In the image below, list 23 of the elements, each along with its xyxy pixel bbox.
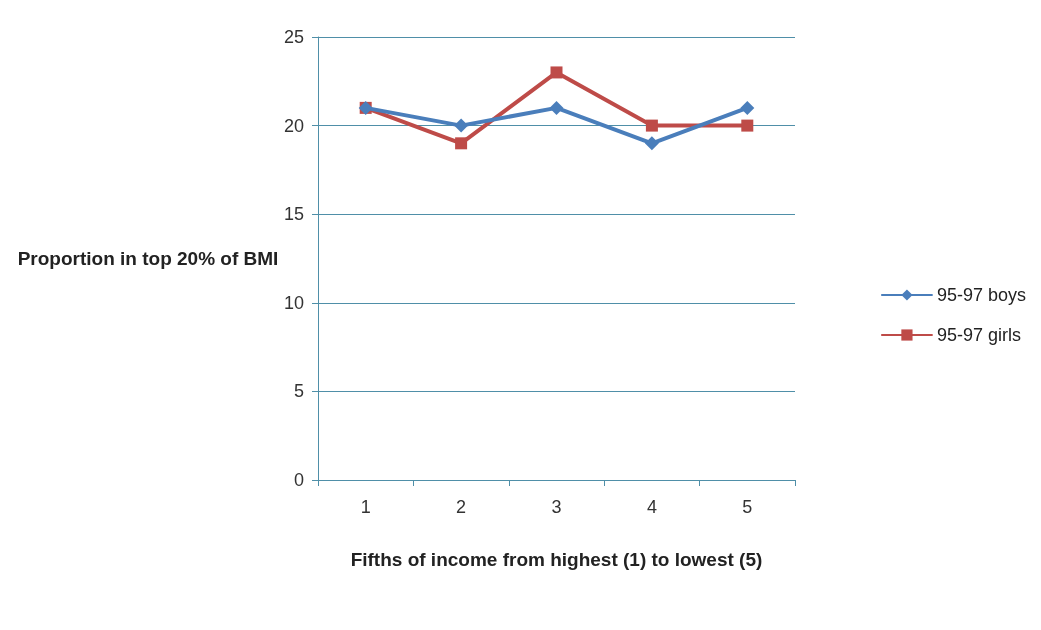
x-tick-label: 4 <box>646 497 657 517</box>
x-tick-label: 5 <box>742 497 753 517</box>
point <box>455 137 468 150</box>
y-tick-label: 5 <box>293 381 304 402</box>
x-axis-title: Fifths of income from highest (1) to lowest (5) <box>350 549 763 570</box>
y-tick-label: 0 <box>293 470 304 490</box>
point <box>741 119 754 132</box>
legend-label: 95-97 girls <box>936 325 1021 345</box>
point <box>454 118 469 133</box>
y-tick-label: 20 <box>283 115 304 136</box>
x-tick-label: 3 <box>551 497 562 517</box>
y-tick-label: 25 <box>283 27 304 47</box>
x-tick-label: 2 <box>456 497 467 517</box>
point <box>740 100 755 115</box>
point <box>549 100 564 115</box>
y-axis-title: Proportion in top 20% of BMI <box>17 248 279 269</box>
point <box>644 136 659 151</box>
x-tick-label: 1 <box>360 497 371 517</box>
legend-label: 95-97 boys <box>936 285 1026 305</box>
y-tick-label: 10 <box>283 292 304 313</box>
y-tick-label: 15 <box>283 204 304 225</box>
point <box>550 66 563 79</box>
point <box>645 119 658 132</box>
